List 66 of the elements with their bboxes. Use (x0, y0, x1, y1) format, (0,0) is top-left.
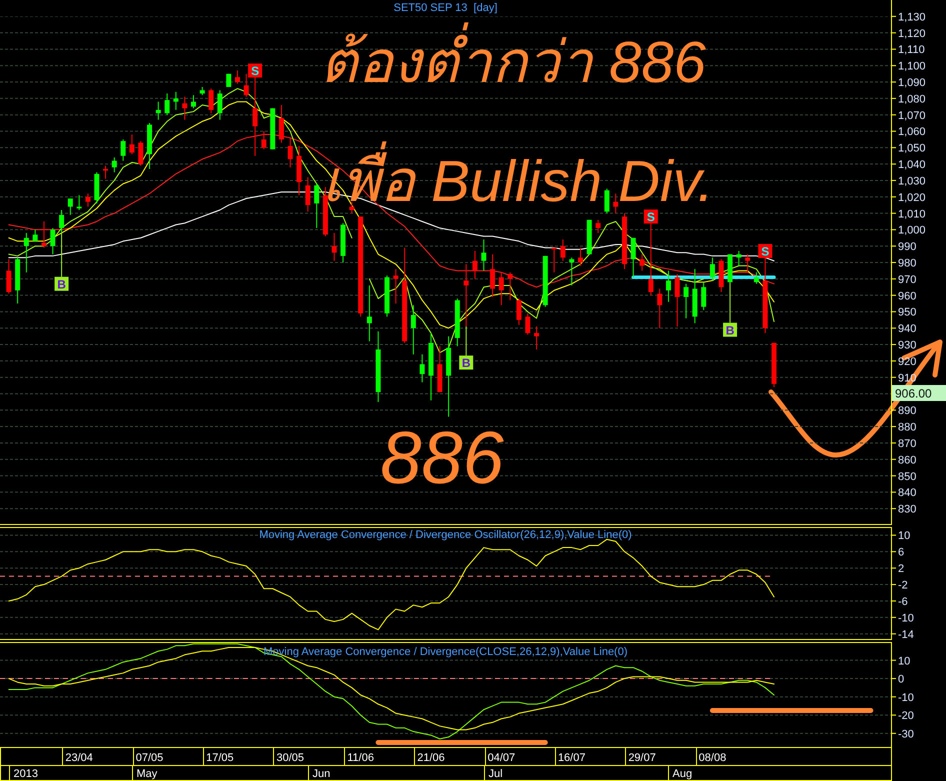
y-tick-label: 1,040 (898, 159, 926, 172)
y-tick-label: 1,100 (898, 60, 926, 73)
data-label: S (251, 64, 260, 78)
y-tick-label: -2 (898, 580, 908, 592)
x-tick-label: 08/08 (698, 752, 726, 764)
x-tick-label: 17/05 (206, 752, 234, 764)
y-tick-label: 1,070 (898, 110, 926, 122)
y-tick-label: 950 (898, 306, 916, 319)
y-tick-label: -30 (898, 728, 914, 740)
y-tick-label: 980 (898, 257, 916, 270)
data-label: B (57, 277, 66, 292)
y-tick-label: 0 (898, 674, 904, 686)
y-tick-label: 6 (898, 546, 904, 559)
x-tick-label: 23/04 (65, 752, 93, 764)
text: Jun (312, 768, 330, 780)
y-tick-label: 860 (898, 454, 916, 466)
y-tick-label: 1,090 (898, 77, 926, 90)
y-tick-label: 1,030 (898, 175, 926, 188)
text: May (136, 768, 158, 780)
y-tick-label: 920 (898, 356, 916, 368)
y-tick-label: 10 (898, 530, 910, 542)
x-tick-label: 16/07 (558, 752, 586, 764)
y-tick-label: 1,120 (898, 28, 926, 40)
y-tick-label: 960 (898, 290, 916, 302)
y-tick-label: -6 (898, 596, 908, 608)
x-tick-label: 30/05 (276, 752, 304, 764)
y-tick-label: 1,130 (898, 11, 926, 24)
chart-title: SET50 SEP 13 [day] (394, 2, 498, 14)
y-tick-label: 840 (898, 487, 916, 500)
y-tick-label: 930 (898, 340, 916, 352)
annotation: 886 (380, 416, 505, 499)
data-label: S (646, 210, 655, 224)
y-tick-label: -10 (898, 692, 914, 704)
x-tick-label: 21/06 (417, 752, 445, 764)
y-tick-label: 890 (898, 405, 916, 418)
x-tick-label: 29/07 (628, 752, 656, 764)
text: Jul (488, 768, 503, 780)
text: 2013 (14, 768, 38, 780)
y-tick-label: -14 (898, 628, 914, 641)
y-tick-label: 10 (898, 655, 910, 668)
y-tick-label: 1,020 (898, 192, 926, 204)
x-tick-label: 07/05 (136, 752, 164, 764)
y-tick-label: 1,010 (898, 208, 926, 220)
y-tick-label: -10 (898, 612, 914, 624)
x-tick-label: 04/07 (488, 752, 516, 764)
data-label: S (761, 244, 770, 259)
x-tick-label: 11/06 (347, 752, 374, 764)
data-label: B (462, 356, 471, 370)
chart-title: Moving Average Convergence / Divergence Oscillator(26,12,9),Value Line(0) (259, 529, 632, 541)
y-tick-label: 940 (898, 323, 916, 336)
y-tick-label: 2 (898, 563, 904, 576)
y-tick-label: 1,000 (898, 224, 926, 237)
text: Aug (672, 768, 692, 780)
y-tick-label: 830 (898, 504, 916, 516)
annotation: ต้องต่ำกว่า 886 (320, 22, 707, 95)
y-tick-label: 1,050 (898, 142, 926, 155)
y-tick-label: 1,110 (898, 44, 925, 56)
y-tick-label: 870 (898, 438, 916, 450)
y-tick-label: 850 (898, 470, 916, 483)
y-tick-label: 1,060 (898, 126, 926, 138)
y-tick-label: 970 (898, 274, 916, 286)
data-label: B (726, 323, 735, 338)
y-tick-label: 880 (898, 422, 916, 434)
y-tick-label: 1,080 (898, 93, 926, 106)
y-tick-label: -20 (898, 710, 914, 722)
y-tick-label: 990 (898, 241, 916, 254)
